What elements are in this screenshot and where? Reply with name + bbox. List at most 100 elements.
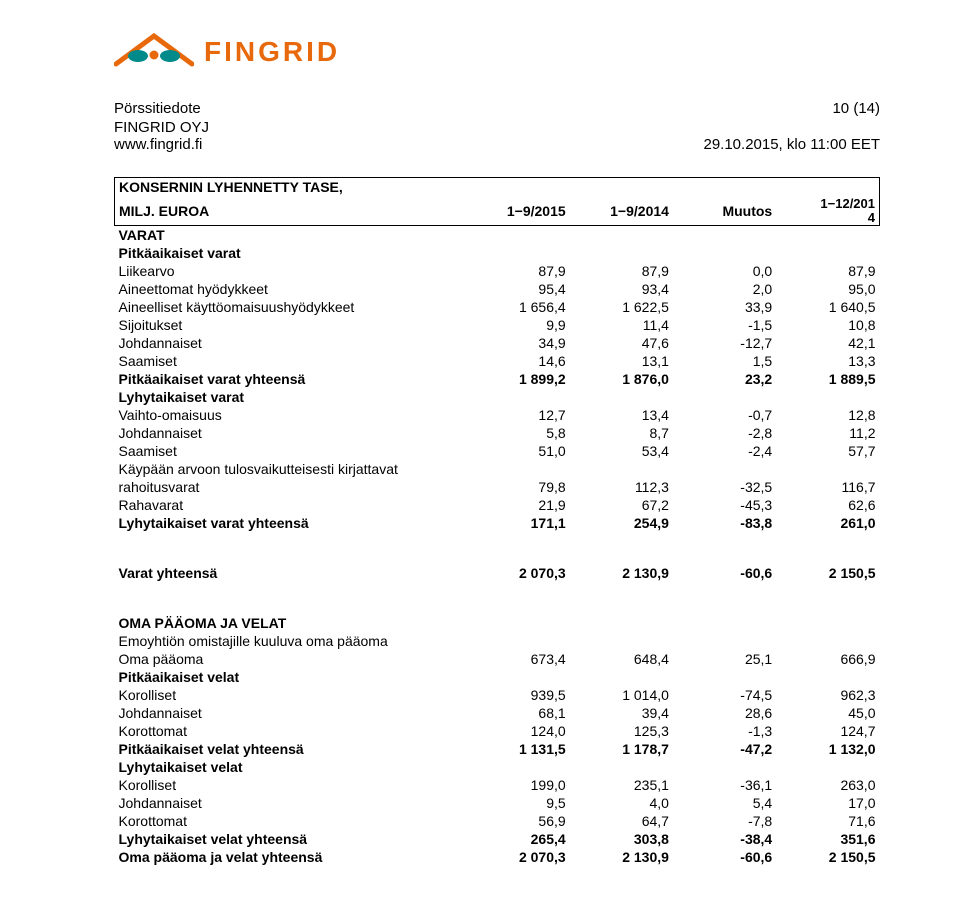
cell-value: 25,1 (673, 650, 776, 668)
website: www.fingrid.fi (114, 136, 202, 153)
cell-value: 57,7 (776, 442, 879, 460)
row-label: Johdannaiset (115, 704, 467, 722)
cell-value (673, 226, 776, 245)
cell-value: 93,4 (570, 280, 673, 298)
cell-value: 53,4 (570, 442, 673, 460)
cell-value: -7,8 (673, 812, 776, 830)
cell-value: -12,7 (673, 334, 776, 352)
cell-value: -60,6 (673, 564, 776, 582)
cell-value: 12,8 (776, 406, 879, 424)
spacer-row (115, 582, 880, 614)
cell-value: 939,5 (466, 686, 569, 704)
company-name: FINGRID OYJ (114, 119, 880, 136)
row-label: Oma pääoma ja velat yhteensä (115, 848, 467, 866)
cell-value: -45,3 (673, 496, 776, 514)
cell-value: 67,2 (570, 496, 673, 514)
cell-value: 0,0 (673, 262, 776, 280)
cell-value (570, 614, 673, 632)
cell-value: 1 622,5 (570, 298, 673, 316)
cell-value: -32,5 (673, 478, 776, 496)
cell-value: 1 656,4 (466, 298, 569, 316)
cell-value: 39,4 (570, 704, 673, 722)
cell-value: 265,4 (466, 830, 569, 848)
cell-value: 95,0 (776, 280, 879, 298)
cell-value: 2 130,9 (570, 564, 673, 582)
cell-value (776, 758, 879, 776)
cell-value: -2,4 (673, 442, 776, 460)
cell-value (776, 244, 879, 262)
cell-value: 2 150,5 (776, 564, 879, 582)
datetime: 29.10.2015, klo 11:00 EET (703, 136, 880, 153)
cell-value: 962,3 (776, 686, 879, 704)
row-label: Saamiset (115, 352, 467, 370)
column-header: 1−9/2015 (466, 196, 569, 226)
row-label: Rahavarat (115, 496, 467, 514)
cell-value (673, 758, 776, 776)
cell-value (776, 632, 879, 650)
row-label: Aineettomat hyödykkeet (115, 280, 467, 298)
spacer-row (115, 532, 880, 564)
cell-value: 1 178,7 (570, 740, 673, 758)
cell-value: 261,0 (776, 514, 879, 532)
row-label: Pitkäaikaiset velat yhteensä (115, 740, 467, 758)
cell-value: 12,7 (466, 406, 569, 424)
row-label: Saamiset (115, 442, 467, 460)
cell-value: 87,9 (466, 262, 569, 280)
row-label: Johdannaiset (115, 424, 467, 442)
row-label: Lyhytaikaiset varat yhteensä (115, 514, 467, 532)
cell-value (570, 460, 673, 478)
cell-value (570, 758, 673, 776)
cell-value: 2,0 (673, 280, 776, 298)
cell-value: 1 899,2 (466, 370, 569, 388)
cell-value: 79,8 (466, 478, 569, 496)
cell-value: 9,5 (466, 794, 569, 812)
cell-value: 13,4 (570, 406, 673, 424)
cell-value: -74,5 (673, 686, 776, 704)
cell-value: 1 132,0 (776, 740, 879, 758)
cell-value (776, 388, 879, 406)
table-title-2: MILJ. EUROA (115, 196, 467, 226)
row-label: Korolliset (115, 776, 467, 794)
document-page: FINGRID Pörssitiedote 10 (14) FINGRID OY… (0, 0, 960, 906)
cell-value: -1,5 (673, 316, 776, 334)
row-label: Emoyhtiön omistajille kuuluva oma pääoma (115, 632, 467, 650)
cell-value: -38,4 (673, 830, 776, 848)
row-label: Oma pääoma (115, 650, 467, 668)
row-label: Lyhytaikaiset velat yhteensä (115, 830, 467, 848)
cell-value: 11,2 (776, 424, 879, 442)
row-label: Korottomat (115, 812, 467, 830)
row-label: Käypään arvoon tulosvaikutteisesti kirja… (115, 460, 467, 478)
cell-value: 1 131,5 (466, 740, 569, 758)
row-label: Korolliset (115, 686, 467, 704)
fingrid-logo-icon (114, 30, 194, 74)
row-label: Liikearvo (115, 262, 467, 280)
cell-value: 95,4 (466, 280, 569, 298)
cell-value (673, 668, 776, 686)
cell-value: -0,7 (673, 406, 776, 424)
cell-value: 1 889,5 (776, 370, 879, 388)
cell-value: -1,3 (673, 722, 776, 740)
cell-value: -2,8 (673, 424, 776, 442)
cell-value (466, 668, 569, 686)
cell-value: 2 130,9 (570, 848, 673, 866)
row-label: VARAT (115, 226, 467, 245)
cell-value: 263,0 (776, 776, 879, 794)
cell-value: 9,9 (466, 316, 569, 334)
cell-value (466, 460, 569, 478)
cell-value (776, 226, 879, 245)
row-label: Pitkäaikaiset varat yhteensä (115, 370, 467, 388)
header-sub-row: www.fingrid.fi 29.10.2015, klo 11:00 EET (114, 136, 880, 153)
cell-value (776, 614, 879, 632)
cell-value: 124,7 (776, 722, 879, 740)
cell-value (776, 460, 879, 478)
cell-value: 125,3 (570, 722, 673, 740)
cell-value: 47,6 (570, 334, 673, 352)
cell-value (466, 632, 569, 650)
cell-value: 45,0 (776, 704, 879, 722)
row-label: Varat yhteensä (115, 564, 467, 582)
cell-value (570, 244, 673, 262)
cell-value: 303,8 (570, 830, 673, 848)
cell-value: 13,1 (570, 352, 673, 370)
logo: FINGRID (114, 30, 880, 74)
column-header: 1−9/2014 (570, 196, 673, 226)
